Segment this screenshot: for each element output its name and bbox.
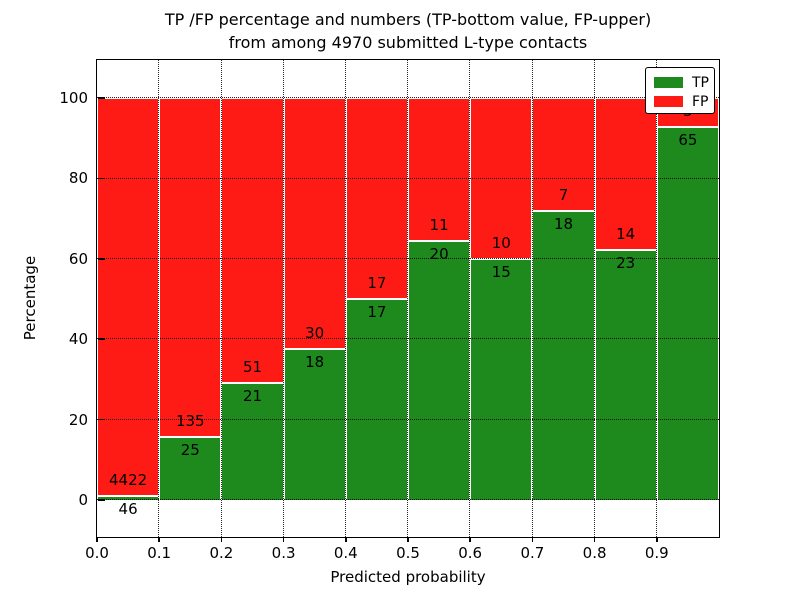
bar-fp-segment-8 (594, 98, 657, 251)
x-tick-mark-0.1 (158, 537, 160, 542)
bar-tp-segment-8 (594, 250, 657, 500)
fp-count-label-5: 11 (429, 215, 449, 234)
y-tick-mark-100 (97, 97, 105, 99)
legend-label-fp: FP (692, 93, 709, 110)
bar-tp-segment-9 (656, 126, 719, 500)
x-tick-mark-0.9 (656, 537, 658, 542)
y-tick-mark-40 (97, 338, 105, 341)
tp-count-label-8: 23 (616, 254, 636, 273)
fp-count-label-0: 4422 (109, 470, 148, 489)
tp-count-label-7: 18 (553, 214, 574, 233)
bar-tp-segment-3 (283, 349, 346, 500)
x-tick-mark-0.4 (345, 537, 347, 542)
x-tick-label-0.5: 0.5 (396, 544, 420, 562)
x-tick-mark-0.7 (531, 537, 534, 542)
fp-count-label-1: 135 (175, 412, 205, 431)
gridline-v-5 (407, 60, 409, 537)
x-tick-label-0.6: 0.6 (458, 544, 483, 562)
chart-title: TP /FP percentage and numbers (TP-bottom… (96, 8, 720, 54)
x-tick-mark-0.8 (593, 537, 596, 542)
bar-tp-segment-6 (470, 258, 533, 500)
x-tick-label-0.0: 0.0 (85, 544, 109, 562)
fp-count-label-8: 14 (616, 225, 636, 244)
tp-count-label-0: 46 (118, 499, 138, 518)
fp-count-label-7: 7 (558, 185, 569, 204)
x-tick-label-0.1: 0.1 (147, 544, 172, 562)
tp-count-label-1: 25 (180, 441, 200, 460)
chart-title-line2: from among 4970 submitted L-type contact… (228, 33, 588, 52)
fp-color-swatch (654, 96, 683, 107)
tp-count-label-6: 15 (491, 262, 511, 281)
gridline-v-4 (345, 60, 346, 537)
tp-count-label-9: 65 (678, 130, 698, 149)
gridline-v-3 (282, 60, 284, 537)
x-tick-label-0.2: 0.2 (209, 544, 234, 562)
x-tick-label-0.9: 0.9 (644, 544, 669, 562)
y-tick-mark-20 (97, 418, 105, 421)
bar-tp-segment-5 (408, 240, 471, 500)
tp-count-label-3: 18 (305, 353, 325, 372)
x-tick-mark-0.5 (407, 537, 409, 542)
tp-count-label-2: 21 (242, 386, 263, 405)
y-tick-label-100: 100 (59, 89, 88, 107)
x-tick-mark-0.2 (220, 537, 223, 542)
gridline-v-2 (220, 60, 222, 537)
y-tick-mark-0 (97, 499, 105, 501)
x-axis-label: Predicted probability (330, 568, 486, 586)
gridline-v-6 (469, 60, 471, 537)
y-tick-label-60: 60 (68, 249, 88, 268)
bar-fp-segment-5 (408, 98, 471, 241)
y-tick-label-40: 40 (68, 330, 88, 349)
tp-color-swatch (654, 77, 683, 88)
y-tick-label-20: 20 (68, 410, 88, 429)
x-tick-mark-0.6 (469, 537, 471, 542)
tp-count-label-5: 20 (429, 244, 449, 263)
gridline-v-7 (531, 60, 533, 537)
legend-item-fp: FP (646, 92, 714, 111)
x-tick-label-0.3: 0.3 (271, 544, 296, 562)
legend-label-tp: TP (692, 74, 709, 91)
fp-count-label-2: 51 (242, 357, 263, 376)
fp-count-label-3: 30 (305, 324, 325, 343)
gridline-v-1 (158, 60, 160, 537)
gridline-v-9 (656, 60, 657, 537)
fp-count-label-4: 17 (367, 274, 387, 292)
x-tick-label-0.7: 0.7 (520, 544, 545, 562)
x-tick-mark-0.0 (96, 537, 98, 542)
bar-fp-segment-4 (345, 98, 408, 299)
gridline-v-8 (593, 60, 595, 537)
tp-count-label-4: 17 (367, 303, 387, 321)
bar-fp-segment-0 (97, 98, 160, 496)
y-tick-label-80: 80 (68, 169, 88, 188)
x-tick-label-0.4: 0.4 (333, 544, 358, 562)
y-tick-mark-60 (97, 257, 105, 260)
bar-fp-segment-3 (283, 98, 346, 350)
y-tick-mark-80 (97, 177, 105, 180)
x-tick-label-0.8: 0.8 (582, 544, 607, 562)
y-tick-label-0: 0 (78, 491, 88, 509)
legend: TP FP (645, 67, 715, 114)
chart-title-line1: TP /FP percentage and numbers (TP-bottom… (164, 10, 652, 29)
bar-tp-segment-4 (345, 299, 408, 500)
x-tick-mark-0.3 (282, 537, 285, 542)
legend-item-tp: TP (646, 73, 714, 92)
fp-count-label-6: 10 (491, 233, 511, 252)
y-axis-label: Percentage (21, 255, 39, 341)
